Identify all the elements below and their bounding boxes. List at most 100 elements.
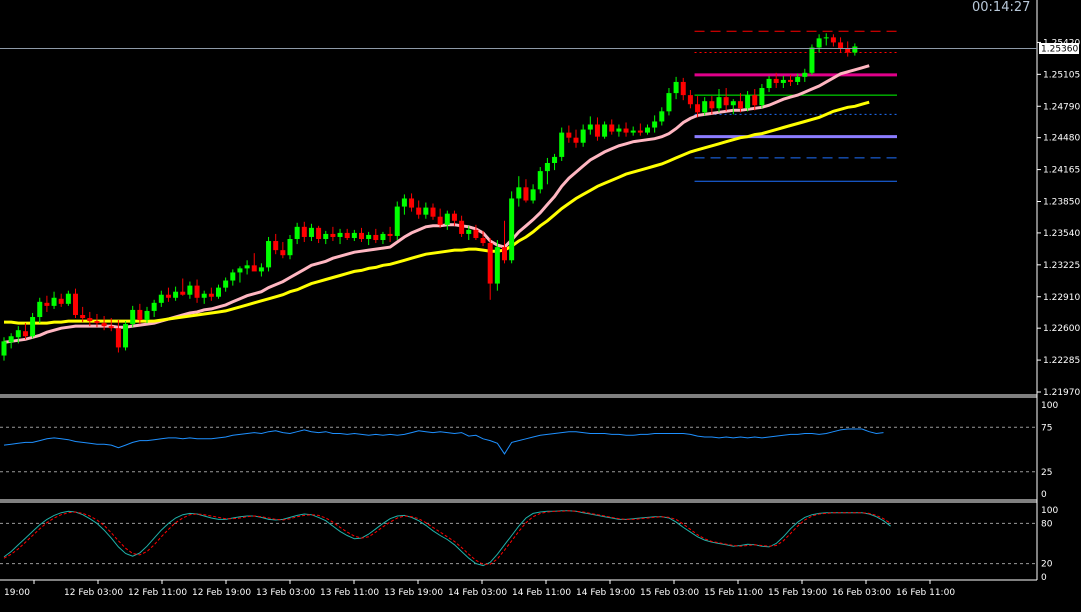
time-axis-ticks: 19:00 12 Feb 03:00 12 Feb 11:00 12 Feb 19:0…	[4, 580, 955, 598]
candle	[459, 215, 465, 237]
candle-body	[466, 229, 472, 234]
candle	[80, 306, 86, 323]
candle-body	[730, 101, 736, 106]
candle	[466, 225, 472, 241]
candle	[387, 226, 393, 243]
candle	[759, 83, 765, 109]
candle	[788, 74, 793, 86]
candle-body	[373, 234, 379, 241]
candle-body	[101, 323, 107, 327]
current-price-marker: 1.25360	[1039, 43, 1079, 55]
candle	[401, 194, 407, 215]
price-tick-label: 1.23540	[1043, 229, 1080, 239]
rsi-tick-label: 75	[1041, 423, 1052, 433]
candle	[337, 228, 343, 245]
candle-body	[809, 47, 815, 73]
candle-body	[244, 265, 250, 269]
candle-body	[745, 95, 751, 109]
candle	[795, 73, 801, 85]
candle-body	[323, 233, 329, 239]
candle-body	[687, 95, 693, 105]
candle	[144, 306, 150, 324]
candle-body	[823, 37, 829, 39]
time-tick-label: 12 Feb 03:00	[64, 588, 123, 598]
candle	[573, 129, 579, 148]
price-tick-label: 1.23850	[1043, 198, 1080, 208]
stoch-tick-label: 0	[1041, 573, 1047, 583]
candle	[609, 119, 615, 135]
candle-body	[623, 128, 629, 133]
candle	[709, 96, 715, 115]
price-tick-label: 1.22910	[1043, 293, 1080, 303]
candle-body	[151, 302, 157, 311]
candle	[816, 34, 822, 53]
candle-body	[187, 285, 193, 295]
rsi-tick-label: 0	[1041, 490, 1047, 500]
candle	[180, 278, 186, 296]
candle-body	[58, 298, 64, 304]
candle	[151, 299, 157, 318]
stoch-signal-line	[3, 510, 891, 565]
candle	[716, 89, 722, 113]
candle	[123, 321, 129, 351]
candle-body	[630, 130, 636, 133]
candle-body	[487, 243, 493, 284]
time-tick-label: 15 Feb 03:00	[640, 588, 699, 598]
candle-body	[537, 171, 543, 190]
candle-body	[695, 104, 701, 113]
candle-body	[273, 241, 279, 251]
candle	[523, 179, 529, 203]
candle-body	[344, 232, 350, 238]
candle-body	[230, 272, 236, 281]
candle	[673, 76, 679, 100]
candle-body	[523, 187, 529, 201]
candle	[165, 287, 171, 302]
candle	[780, 75, 786, 89]
stoch-tick-label: 80	[1041, 519, 1053, 529]
candle-body	[115, 328, 121, 348]
candle	[380, 231, 386, 245]
candle-body	[394, 206, 400, 236]
candle-body	[702, 101, 708, 113]
candle	[730, 99, 736, 115]
candle-body	[194, 285, 200, 298]
candle	[566, 125, 572, 143]
candle	[194, 279, 200, 303]
moving-average-ema_fast	[3, 64, 870, 344]
candle	[8, 333, 14, 349]
candle	[516, 176, 522, 207]
candle	[294, 222, 300, 245]
candle-body	[366, 234, 372, 239]
candle-body	[287, 238, 293, 256]
candle-body	[573, 137, 579, 143]
candle	[201, 290, 207, 304]
candle-body	[759, 88, 765, 106]
candle-body	[788, 79, 793, 82]
candle-body	[580, 129, 586, 143]
candle	[223, 277, 229, 292]
time-tick-label: 15 Feb 19:00	[768, 588, 827, 598]
price-tick-label: 1.23225	[1043, 261, 1080, 271]
candle	[830, 34, 836, 47]
candle	[451, 210, 457, 226]
candle	[530, 184, 536, 204]
time-tick-label: 16 Feb 11:00	[896, 588, 955, 598]
candle-body	[773, 78, 779, 83]
candle	[65, 290, 71, 306]
candle-body	[208, 293, 214, 297]
candle	[594, 117, 600, 141]
candle-body	[544, 163, 550, 172]
candle-body	[673, 81, 679, 94]
candle-body	[459, 220, 465, 234]
candle	[409, 193, 415, 212]
price-tick-label: 1.24790	[1043, 102, 1080, 112]
candle	[666, 88, 672, 116]
candle-body	[616, 128, 622, 132]
stoch-tick-label: 100	[1041, 506, 1058, 516]
candle	[587, 116, 593, 135]
rsi-panel: 100 75 25 0	[0, 401, 1058, 500]
candle-body	[530, 189, 536, 201]
candle-body	[723, 97, 729, 106]
